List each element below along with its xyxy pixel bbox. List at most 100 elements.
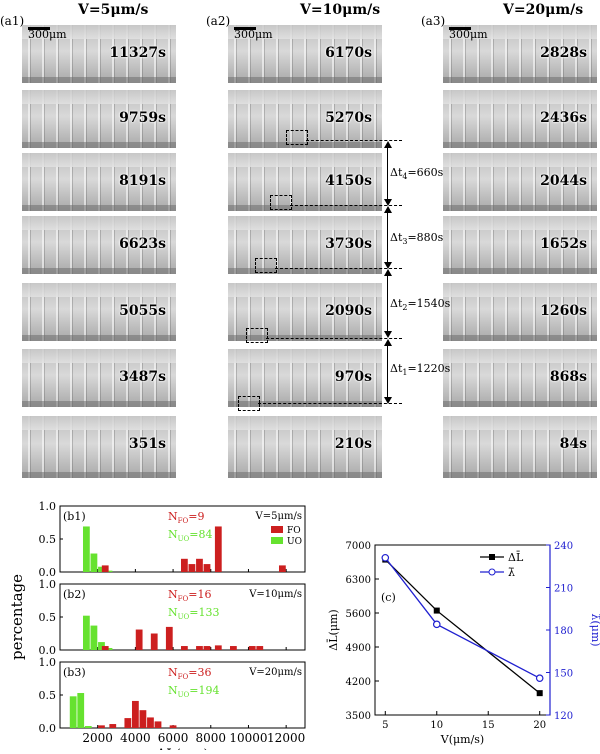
y-tick-label-right: 240	[554, 541, 573, 552]
column-id: (a2)	[206, 14, 231, 28]
fo-bar	[214, 645, 222, 650]
fo-bar	[229, 646, 237, 650]
panel-id: (b1)	[63, 510, 86, 523]
legend-label: ΔL̄	[508, 551, 524, 564]
fo-bar	[180, 558, 188, 572]
micrograph-panel: 2828s 300μm	[443, 25, 597, 83]
panel-id: (b2)	[63, 588, 86, 601]
column-title: V=5μm/s	[78, 2, 149, 18]
guide-line	[290, 205, 402, 206]
panel-condition: V=10μm/s	[248, 589, 302, 600]
scale-bar	[28, 27, 50, 30]
x-tick-label: 12000	[267, 731, 305, 745]
x-tick-label: 6000	[158, 731, 189, 745]
scale-bar	[234, 27, 256, 30]
uo-bar	[77, 693, 85, 728]
legend-label-fo: FO	[287, 526, 301, 536]
y-tick-label: 1.0	[39, 578, 57, 591]
interval-arrow-4	[387, 143, 388, 203]
legend-swatch-uo	[271, 537, 283, 544]
uo-bar	[69, 696, 77, 728]
region-box-1	[246, 328, 268, 343]
column-id: (a1)	[0, 14, 25, 28]
region-box-4	[286, 130, 308, 145]
panel-id: (b3)	[63, 666, 86, 679]
y-tick-label: 1.0	[39, 656, 57, 669]
legend-swatch-fo	[271, 526, 283, 533]
legend-label: λ̄	[508, 566, 515, 579]
time-label: 210s	[334, 436, 372, 452]
histogram-panel: 0.0 0.5 1.0 (b3) V=20μm/s NFO=36 NUO=194	[39, 656, 306, 735]
micrograph-panel: 868s	[443, 349, 597, 407]
fo-bar	[196, 646, 203, 650]
fo-bar	[203, 564, 211, 572]
interval-label-4: Δt4=660s	[390, 166, 444, 182]
interval-label-1: Δt1=1220s	[390, 362, 451, 378]
fo-bar	[154, 721, 162, 728]
time-label: 2436s	[540, 110, 587, 126]
x-axis-label: ΔL(μm)	[156, 747, 209, 750]
fo-bar	[256, 646, 264, 650]
scale-bar	[449, 27, 471, 30]
micrograph-panel: 6170s 300μm	[228, 25, 382, 83]
time-label: 3730s	[325, 236, 372, 252]
y-tick-label: 0.5	[39, 689, 57, 702]
scale-label: 300μm	[449, 28, 488, 41]
fo-bar	[139, 710, 147, 728]
n-fo-label: NFO=16	[168, 588, 211, 603]
x-axis-label: V(μm/s)	[440, 733, 484, 746]
n-uo-label: NUO=84	[168, 528, 212, 543]
micrograph-panel: 1652s	[443, 216, 597, 274]
panel-id: (c)	[381, 591, 396, 604]
micrograph-panel: 2436s	[443, 90, 597, 148]
uo-bar	[84, 726, 92, 728]
x-tick-label: 2000	[82, 731, 113, 745]
line-chart: 3500 4200 4900 5600 6300 7000 120 150 180 210 240 5…	[327, 541, 600, 746]
scale-label: 300μm	[28, 28, 67, 41]
time-label: 970s	[334, 369, 372, 385]
time-label: 2090s	[325, 303, 372, 319]
time-label: 4150s	[325, 173, 372, 189]
micrograph-panel: 970s	[228, 349, 382, 407]
guide-line	[275, 268, 402, 269]
micrograph-panel: 210s	[228, 416, 382, 478]
legend-marker	[488, 568, 496, 576]
y-tick-label: 0.0	[39, 566, 57, 579]
fo-bar	[135, 629, 143, 650]
guide-line	[306, 140, 402, 141]
y-tick-label-right: 210	[554, 584, 573, 595]
uo-bar	[98, 642, 105, 650]
fo-bar	[101, 646, 109, 650]
micrograph-panel: 6623s	[22, 216, 176, 274]
n-fo-label: NFO=9	[168, 510, 204, 525]
y-tick-label: 1.0	[39, 500, 57, 513]
fo-bar	[147, 717, 154, 728]
y-axis-label-left: ΔL̄(μm)	[327, 609, 340, 650]
y-axis-label: percentage	[8, 574, 26, 660]
n-uo-label: NUO=194	[168, 684, 219, 699]
uo-bar	[90, 625, 98, 650]
fo-bar	[109, 724, 117, 728]
micrograph-panel: 1260s	[443, 283, 597, 341]
fo-bar	[124, 718, 132, 728]
time-label: 6623s	[119, 236, 166, 252]
time-label: 2044s	[540, 173, 587, 189]
n-uo-label: NUO=133	[168, 606, 219, 621]
fo-bar	[248, 646, 256, 650]
time-label: 2828s	[540, 45, 587, 61]
time-label: 84s	[559, 436, 587, 452]
micrograph-panel: 3487s	[22, 349, 176, 407]
uo-bar	[105, 570, 113, 572]
micrograph-panel: 11327s 300μm	[22, 25, 176, 83]
y-tick-label-left: 3500	[346, 711, 371, 722]
series-line	[384, 559, 541, 694]
y-tick-label: 0.0	[39, 722, 57, 735]
guide-line	[258, 403, 402, 404]
y-tick-label: 0.0	[39, 644, 57, 657]
y-tick-label: 0.5	[39, 533, 57, 546]
x-tick-label: 10000	[229, 731, 267, 745]
data-point-square	[536, 690, 543, 697]
y-axis-label-right: λ̄(μm)	[589, 613, 600, 646]
time-label: 6170s	[325, 45, 372, 61]
